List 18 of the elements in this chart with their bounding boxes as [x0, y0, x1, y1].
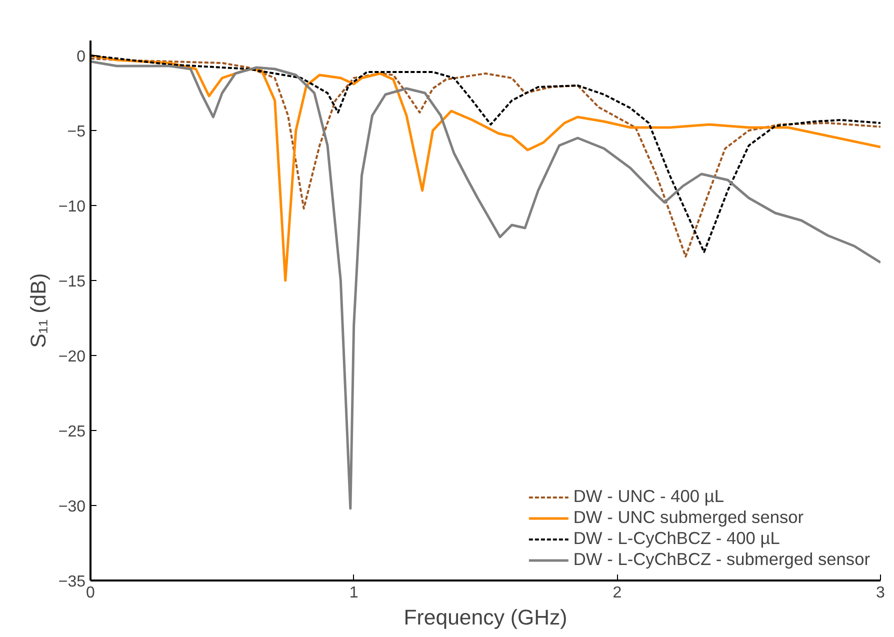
x-axis-title: Frequency (GHz) [404, 606, 568, 630]
y-tick-label: −10 [58, 198, 86, 216]
y-tick-label: −25 [58, 424, 86, 440]
y-tick-label: 0 [76, 48, 86, 66]
legend-label: DW - UNC - 400 µL [573, 486, 724, 507]
legend-label: DW - UNC submerged sensor [573, 507, 804, 528]
y-axis-title: S₁₁ (dB) [26, 273, 50, 348]
y-tick-label: −15 [58, 274, 86, 290]
legend-label: DW - L-CyChBCZ - submerged sensor [573, 549, 870, 570]
x-tick-label: 1 [349, 584, 358, 602]
y-tick-label: −30 [58, 498, 86, 516]
x-tick-label: 3 [876, 584, 886, 602]
x-tick-label: 2 [612, 584, 622, 602]
line-series [90, 60, 880, 510]
y-tick-label: −35 [58, 574, 86, 590]
y-tick-label: −20 [58, 348, 86, 366]
y-tick-label: −5 [67, 124, 86, 140]
legend-label: DW - L-CyChBCZ - 400 µL [573, 528, 780, 549]
